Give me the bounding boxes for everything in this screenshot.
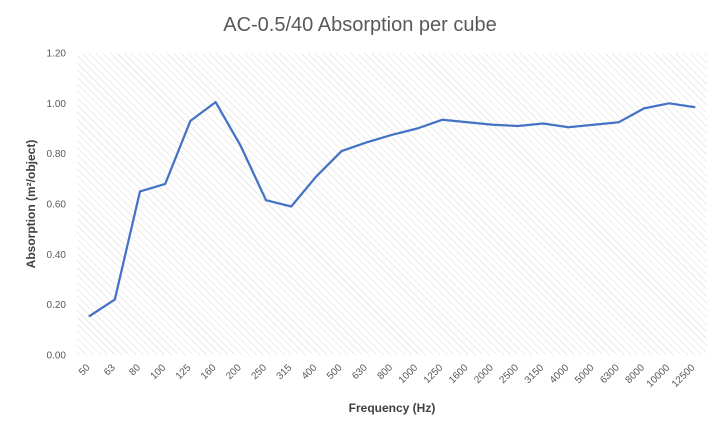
x-tick-label: 2500 [497, 362, 521, 386]
x-tick-label: 1000 [397, 362, 421, 386]
y-tick-label: 1.00 [47, 99, 67, 110]
y-tick-labels: 0.00 0.20 0.40 0.60 0.80 1.00 1.20 [47, 49, 67, 362]
x-tick-label: 4000 [548, 362, 572, 386]
x-tick-label: 2000 [472, 362, 496, 386]
x-tick-label: 400 [300, 362, 320, 382]
y-tick-label: 0.00 [47, 351, 67, 362]
y-tick-label: 0.80 [47, 149, 67, 160]
x-tick-label: 10000 [645, 362, 673, 390]
x-tick-label: 63 [102, 362, 118, 378]
x-tick-label: 125 [174, 362, 194, 382]
x-tick-label: 200 [224, 362, 244, 382]
chart-title: AC-0.5/40 Absorption per cube [223, 14, 497, 36]
x-tick-label: 50 [77, 362, 93, 378]
x-tick-label: 500 [325, 362, 345, 382]
y-axis-title: Absorption (m²/object) [24, 140, 38, 269]
x-axis-title: Frequency (Hz) [349, 401, 436, 415]
y-tick-label: 0.20 [47, 300, 67, 311]
x-tick-label: 80 [127, 362, 143, 378]
y-tick-label: 0.40 [47, 250, 67, 261]
y-tick-label: 0.60 [47, 200, 67, 211]
y-tick-label: 1.20 [47, 49, 67, 60]
x-tick-label: 1250 [422, 362, 446, 386]
x-tick-label: 250 [249, 362, 269, 382]
x-tick-label: 800 [375, 362, 395, 382]
x-tick-labels: 50 63 80 100 125 160 200 250 315 400 500 630 800 1000… [77, 362, 698, 390]
x-tick-label: 630 [350, 362, 370, 382]
x-tick-label: 100 [149, 362, 169, 382]
x-tick-label: 5000 [573, 362, 597, 386]
series-group [88, 100, 696, 318]
x-tick-label: 315 [275, 362, 295, 382]
x-tick-label: 6300 [598, 362, 622, 386]
x-tick-label: 12500 [670, 362, 698, 390]
plot-area [77, 53, 707, 355]
x-tick-label: 3150 [523, 362, 547, 386]
x-tick-label: 160 [199, 362, 219, 382]
x-tick-label: 1600 [447, 362, 471, 386]
